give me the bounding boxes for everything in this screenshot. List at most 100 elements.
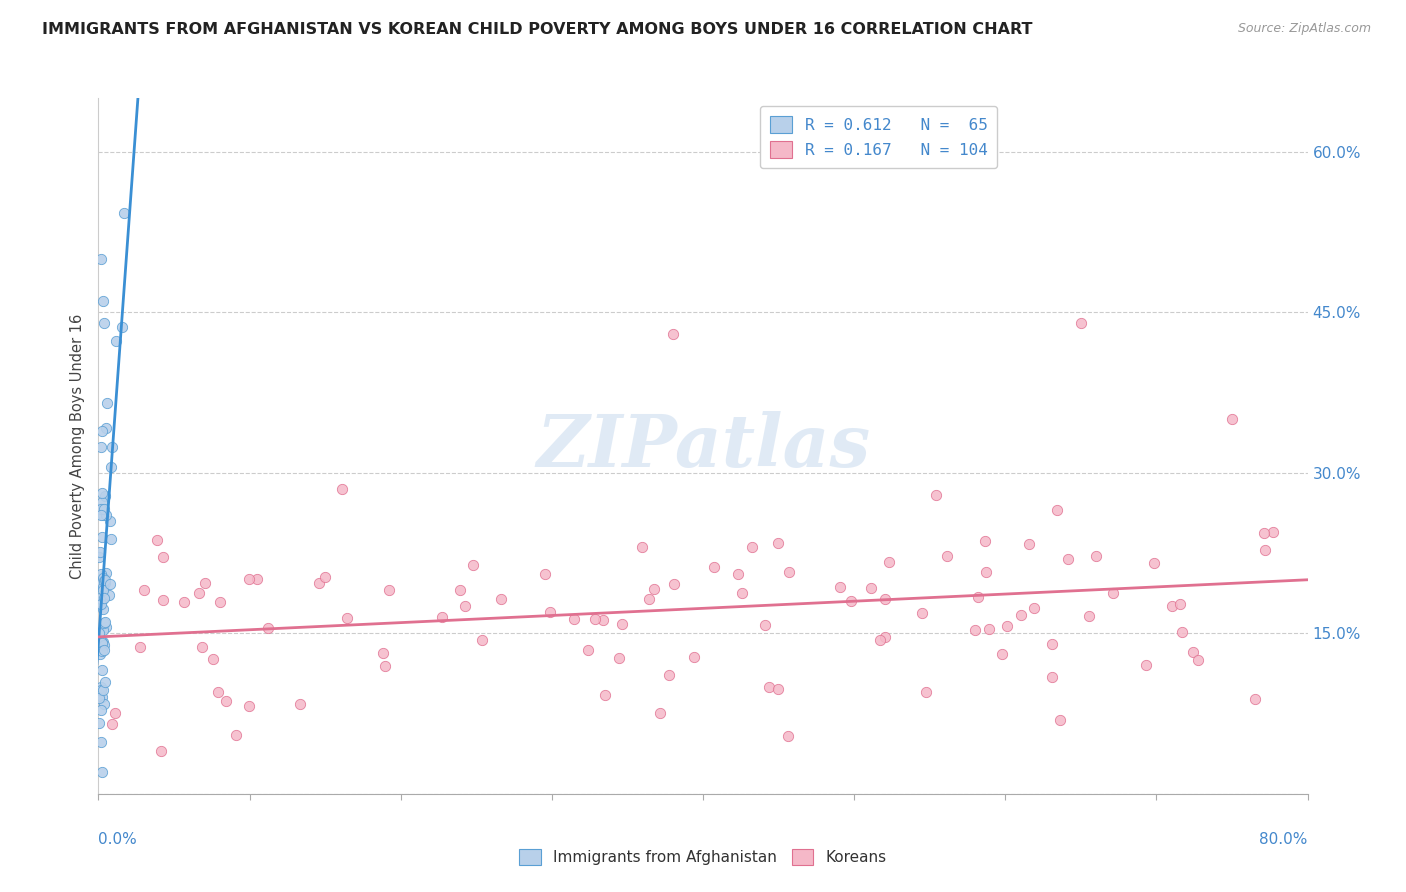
- Point: [974, 534, 997, 549]
- Point: [963, 623, 986, 637]
- Point: [101, 717, 124, 731]
- Point: [93, 642, 115, 657]
- Point: [89, 576, 111, 591]
- Point: [91, 602, 114, 616]
- Point: [93, 501, 115, 516]
- Point: [132, 582, 155, 597]
- Point: [98, 588, 121, 602]
- Point: [89, 648, 111, 662]
- Point: [1160, 599, 1182, 613]
- Point: [104, 334, 127, 348]
- Point: [90, 597, 112, 611]
- Point: [1168, 597, 1191, 611]
- Point: [90, 252, 112, 266]
- Point: [96, 566, 118, 580]
- Point: [1261, 525, 1284, 540]
- Point: [90, 683, 112, 698]
- Point: [93, 575, 115, 590]
- Legend: R = 0.612   N =  65, R = 0.167   N = 104: R = 0.612 N = 65, R = 0.167 N = 104: [761, 106, 997, 168]
- Point: [90, 636, 112, 650]
- Point: [703, 560, 725, 574]
- Point: [308, 575, 330, 590]
- Point: [1040, 637, 1063, 651]
- Point: [93, 574, 115, 588]
- Point: [662, 577, 685, 591]
- Point: [90, 681, 112, 695]
- Point: [96, 421, 118, 435]
- Point: [449, 582, 471, 597]
- Point: [215, 694, 238, 708]
- Point: [330, 482, 353, 496]
- Point: [991, 647, 1014, 661]
- Point: [977, 622, 1000, 636]
- Point: [94, 573, 117, 587]
- Point: [91, 580, 114, 594]
- Point: [967, 590, 990, 604]
- Point: [643, 582, 665, 596]
- Point: [93, 697, 115, 711]
- Point: [1243, 692, 1265, 706]
- Point: [96, 396, 118, 410]
- Point: [454, 599, 477, 613]
- Point: [995, 619, 1018, 633]
- Point: [90, 529, 112, 543]
- Point: [839, 594, 862, 608]
- Point: [630, 540, 652, 554]
- Point: [1143, 556, 1166, 570]
- Point: [187, 586, 209, 600]
- Point: [1253, 525, 1275, 540]
- Point: [257, 621, 280, 635]
- Point: [592, 613, 614, 627]
- Point: [463, 558, 485, 572]
- Point: [1046, 503, 1069, 517]
- Point: [90, 702, 112, 716]
- Point: [860, 581, 883, 595]
- Point: [562, 613, 585, 627]
- Point: [90, 690, 112, 704]
- Point: [90, 508, 112, 522]
- Point: [225, 728, 247, 742]
- Point: [129, 640, 152, 654]
- Point: [152, 592, 174, 607]
- Point: [538, 605, 561, 619]
- Point: [90, 644, 112, 658]
- Point: [173, 595, 195, 609]
- Point: [90, 765, 112, 780]
- Point: [93, 591, 115, 606]
- Point: [89, 591, 111, 605]
- Point: [925, 488, 948, 502]
- Point: [914, 685, 936, 699]
- Point: [208, 594, 231, 608]
- Point: [91, 294, 114, 309]
- Point: [638, 592, 661, 607]
- Point: [776, 730, 799, 744]
- Point: [1010, 607, 1032, 622]
- Point: [976, 565, 998, 579]
- Point: [91, 508, 114, 522]
- Text: 0.0%: 0.0%: [98, 832, 138, 847]
- Point: [869, 633, 891, 648]
- Point: [98, 576, 121, 591]
- Point: [576, 643, 599, 657]
- Point: [90, 566, 112, 581]
- Point: [100, 460, 122, 475]
- Point: [1101, 586, 1123, 600]
- Point: [430, 610, 453, 624]
- Text: ZIPatlas: ZIPatlas: [536, 410, 870, 482]
- Point: [89, 545, 111, 559]
- Legend: Immigrants from Afghanistan, Koreans: Immigrants from Afghanistan, Koreans: [513, 843, 893, 871]
- Point: [1187, 653, 1209, 667]
- Point: [91, 583, 114, 598]
- Point: [90, 440, 112, 454]
- Point: [94, 489, 117, 503]
- Point: [875, 591, 897, 606]
- Point: [91, 495, 114, 509]
- Point: [91, 571, 114, 585]
- Point: [93, 638, 115, 652]
- Point: [741, 540, 763, 554]
- Point: [371, 646, 394, 660]
- Point: [910, 606, 932, 620]
- Point: [112, 206, 135, 220]
- Point: [730, 586, 752, 600]
- Point: [1085, 549, 1108, 564]
